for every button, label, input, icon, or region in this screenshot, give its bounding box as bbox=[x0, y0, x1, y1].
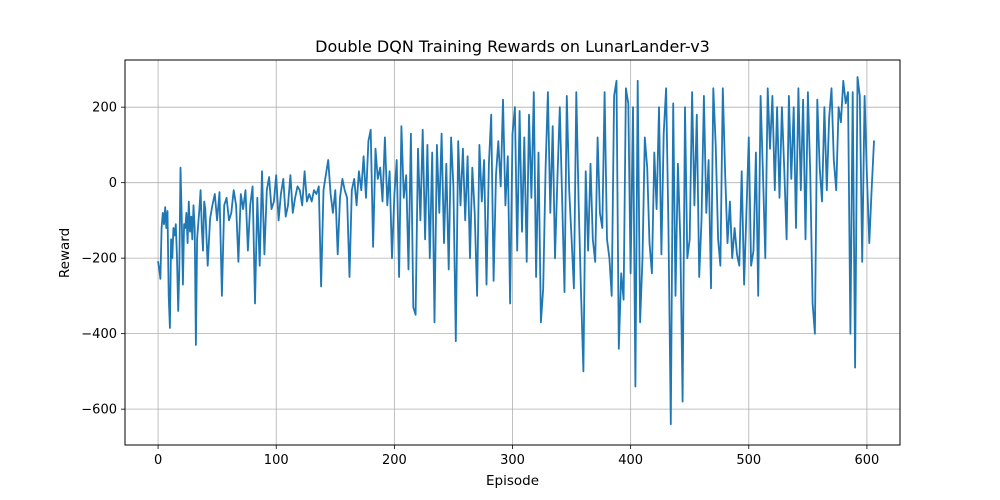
y-tick-label: 200 bbox=[92, 101, 117, 116]
y-tick-label: −600 bbox=[81, 403, 117, 418]
x-tick-label: 400 bbox=[618, 453, 643, 468]
axis-ticks: 0 100 200 300 400 500 600 −600 −400 −200 0 200 bbox=[81, 101, 879, 468]
x-tick-label: 200 bbox=[382, 453, 407, 468]
y-tick-label: −200 bbox=[81, 252, 117, 267]
x-tick-label: 500 bbox=[736, 453, 761, 468]
x-tick-label: 0 bbox=[154, 453, 162, 468]
x-tick-label: 300 bbox=[500, 453, 525, 468]
series-layer bbox=[157, 76, 875, 426]
x-tick-label: 100 bbox=[264, 453, 289, 468]
y-tick-label: 0 bbox=[109, 176, 117, 191]
chart-title: Double DQN Training Rewards on LunarLand… bbox=[315, 37, 710, 56]
y-axis-label: Reward bbox=[57, 228, 73, 278]
x-tick-label: 600 bbox=[855, 453, 880, 468]
y-tick-label: −400 bbox=[81, 327, 117, 342]
x-axis-label: Episode bbox=[486, 473, 539, 489]
reward-series-line bbox=[157, 76, 875, 426]
